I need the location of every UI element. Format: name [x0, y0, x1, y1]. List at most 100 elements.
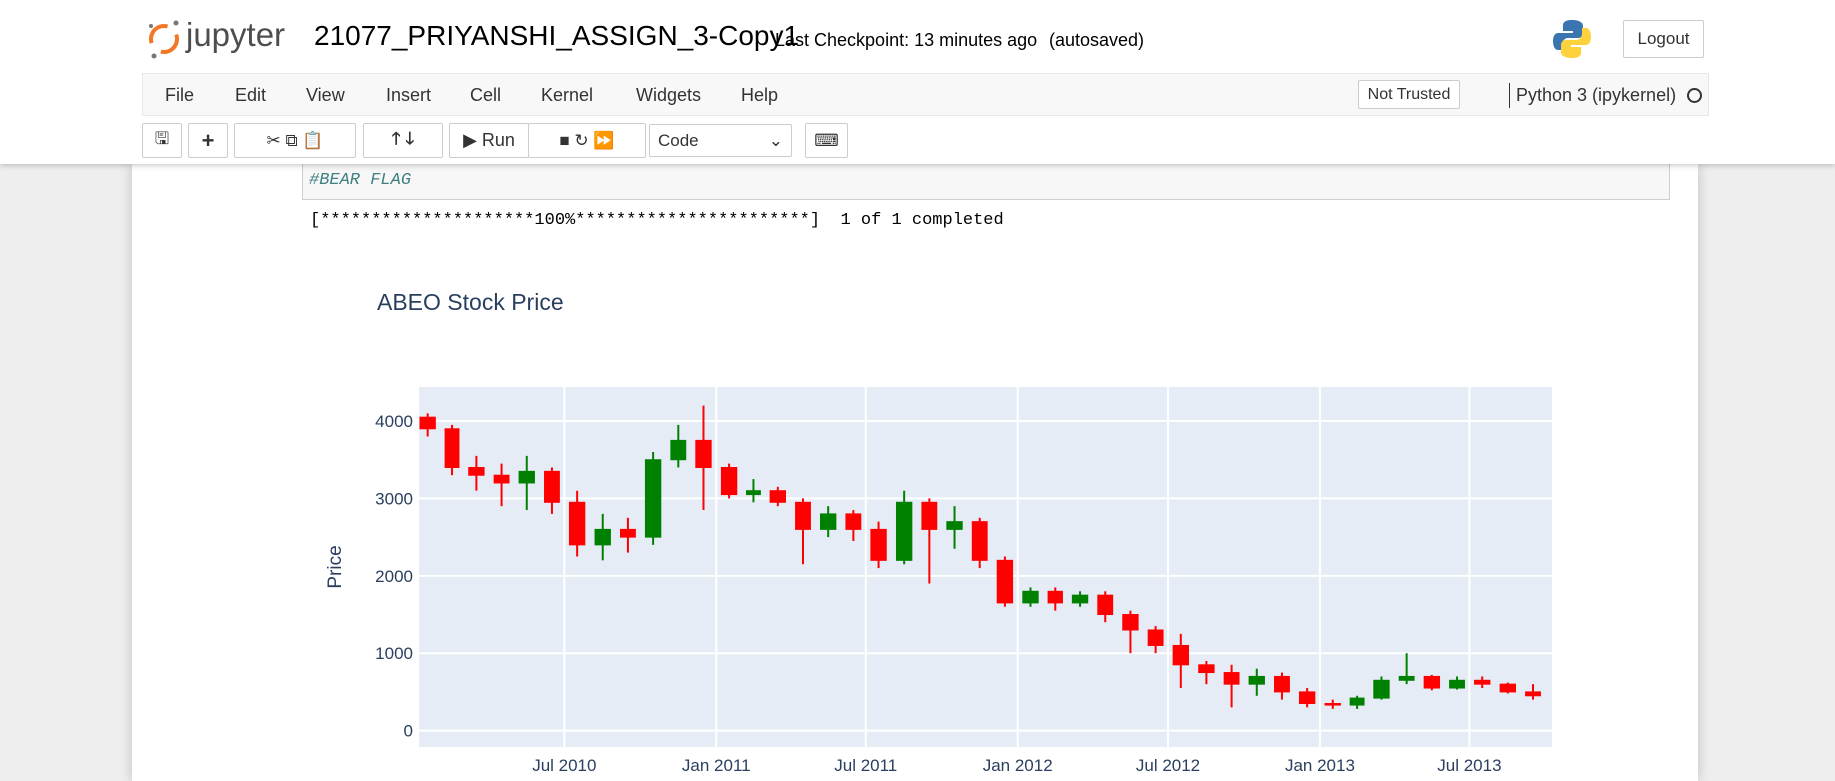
candle-body: [720, 466, 738, 496]
edit-buttons[interactable]: ✂ ⧉ 📋: [234, 123, 356, 158]
candle-body: [594, 528, 611, 546]
y-axis-title: Price: [325, 545, 346, 588]
chart-title: ABEO Stock Price: [377, 289, 564, 315]
move-buttons[interactable]: 🡑 🡓: [363, 123, 443, 158]
candle-body: [921, 501, 938, 530]
candle-body: [1349, 697, 1365, 706]
candle-body: [419, 416, 436, 430]
chart: ABEO Stock Price Price 0 1000 2000 3000 4000 Ju…: [325, 289, 1552, 775]
run-label: Run: [481, 130, 515, 150]
notebook-container: #BEAR FLAG [*********************100%***…: [132, 160, 1698, 781]
cell-output: [*********************100%**************…: [310, 211, 1004, 230]
checkpoint: Last Checkpoint: 13 minutes ago: [775, 30, 1038, 50]
candle-body: [820, 513, 837, 530]
logout-button[interactable]: Logout: [1623, 20, 1704, 58]
menu-item[interactable]: Help: [741, 85, 779, 105]
x-tick-label: Jul 2012: [1136, 756, 1200, 775]
y-tick-label: 0: [404, 722, 413, 741]
candle-body: [1122, 614, 1139, 631]
candle-body: [895, 501, 913, 561]
insert-button[interactable]: +: [188, 123, 228, 158]
menu-item[interactable]: Edit: [235, 85, 267, 105]
candle-body: [1223, 672, 1240, 685]
candle-body: [1047, 590, 1063, 604]
candle-body: [1248, 675, 1265, 685]
cell-type-label: Code: [658, 130, 699, 150]
candle-body: [996, 559, 1014, 604]
candle-body: [1022, 590, 1039, 604]
jupyter-logo-icon: [149, 20, 179, 59]
x-tick-label: Jan 2012: [983, 756, 1053, 775]
candle-body: [644, 459, 662, 538]
candle-body: [1097, 594, 1114, 616]
y-tick-label: 3000: [375, 489, 413, 508]
candle-body: [1172, 644, 1189, 666]
python-logo: [1553, 20, 1591, 58]
candle-body: [1324, 703, 1341, 706]
candle-body: [1499, 683, 1516, 693]
candle-body: [544, 470, 560, 503]
candle-body: [670, 439, 687, 461]
keyboard-button[interactable]: ⌨: [805, 123, 848, 158]
menu-item[interactable]: Kernel: [541, 85, 594, 105]
notebook-title[interactable]: 21077_PRIYANSHI_ASSIGN_3-Copy1: [314, 20, 800, 51]
candle-body: [695, 439, 712, 468]
trust-label: Not Trusted: [1367, 85, 1451, 103]
candle-body: [444, 428, 460, 468]
candle-body: [946, 521, 963, 530]
header: jupyter 21077_PRIYANSHI_ASSIGN_3-Copy1 L…: [0, 0, 1835, 164]
save-button[interactable]: 🖫: [142, 123, 182, 158]
y-tick-label: 1000: [375, 644, 413, 663]
candle-body: [795, 501, 811, 530]
candle-body: [468, 466, 485, 476]
menu-item[interactable]: File: [165, 85, 195, 105]
candle-body: [518, 470, 535, 484]
candle-body: [568, 501, 586, 546]
x-tick-label: Jan 2011: [682, 756, 751, 775]
menu-item[interactable]: Cell: [470, 85, 502, 105]
y-tick-label: 4000: [375, 412, 413, 431]
candle-body: [1423, 675, 1441, 689]
candle-body: [845, 513, 862, 530]
candle-body: [1071, 594, 1089, 604]
menubar: Not Trusted Python 3 (ipykernel) File Edi…: [142, 73, 1709, 116]
candle-body: [493, 474, 510, 484]
trust-button[interactable]: Not Trusted: [1358, 80, 1460, 109]
plot-area: [419, 387, 1552, 747]
menu-item[interactable]: Insert: [386, 85, 432, 105]
candle-body: [1147, 629, 1164, 646]
kernel-buttons[interactable]: ■ ↻ ⏩: [528, 123, 646, 158]
logo-text: jupyter: [186, 16, 286, 53]
candle-body: [1198, 664, 1215, 674]
logout-label: Logout: [1637, 29, 1690, 48]
x-tick-label: Jan 2013: [1285, 756, 1355, 775]
x-tick-label: Jul 2011: [834, 756, 897, 775]
candle-body: [1525, 691, 1541, 697]
candle-body: [1373, 679, 1390, 699]
candle-body: [1298, 691, 1316, 705]
run-button[interactable]: ▶ Run: [449, 123, 529, 158]
x-tick-label: Jul 2013: [1437, 756, 1501, 775]
candle-body: [1474, 679, 1491, 685]
kernel-name: Python 3 (ipykernel): [1516, 85, 1677, 105]
cell-type-select[interactable]: Code ⌄: [649, 124, 792, 157]
candle-body: [971, 521, 988, 561]
autosave-status: (autosaved): [1049, 30, 1145, 50]
divider: [1509, 83, 1510, 108]
candle-body: [1274, 675, 1290, 693]
dropdown-arrow: ⌄: [768, 130, 783, 150]
candle-body: [746, 490, 761, 496]
x-tick-label: Jul 2010: [532, 756, 596, 775]
menu-item[interactable]: Widgets: [636, 85, 702, 105]
menu-item[interactable]: View: [306, 85, 345, 105]
candle-body: [619, 528, 636, 538]
candle-body: [1449, 679, 1465, 689]
kernel-indicator: [1687, 88, 1702, 103]
code-comment: #BEAR FLAG: [309, 171, 412, 190]
y-tick-label: 2000: [375, 567, 413, 586]
candle-body: [769, 490, 786, 503]
candle-body: [870, 528, 887, 561]
candle-body: [1398, 675, 1415, 681]
